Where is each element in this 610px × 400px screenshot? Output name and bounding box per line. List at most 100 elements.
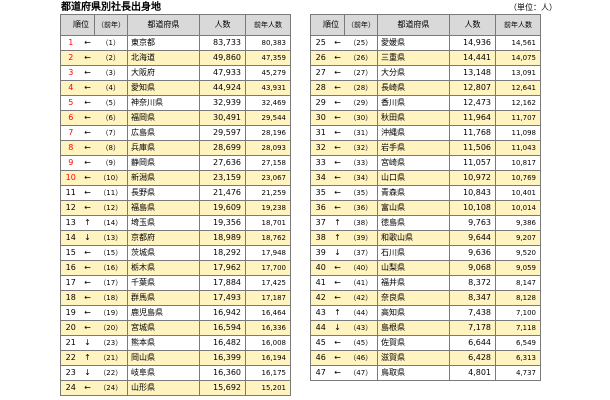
- rank-cell: 41: [310, 275, 331, 291]
- rank-cell: 20: [60, 320, 81, 336]
- prefecture-cell: 静岡県: [127, 155, 200, 171]
- table-row: 13 ↑ （14） 埼玉県 19,356 18,701: [60, 215, 291, 231]
- trend-arrow: ↓: [80, 335, 95, 351]
- prev-rank-cell: （27）: [344, 65, 378, 81]
- trend-arrow: ←: [80, 320, 95, 336]
- prefecture-cell: 大分県: [377, 65, 450, 81]
- trend-arrow: ←: [80, 35, 95, 51]
- prefecture-cell: 滋賀県: [377, 350, 450, 366]
- trend-arrow: ←: [80, 305, 95, 321]
- trend-arrow: ↑: [330, 230, 345, 246]
- count-cell: 17,493: [199, 290, 246, 306]
- count-cell: 17,884: [199, 275, 246, 291]
- prev-rank-cell: （44）: [344, 305, 378, 321]
- count-cell: 12,473: [449, 95, 496, 111]
- rank-cell: 37: [310, 215, 331, 231]
- prev-count-cell: 10,014: [495, 200, 541, 216]
- prefecture-cell: 福島県: [127, 200, 200, 216]
- table-row: 46 ← （46） 滋賀県 6,428 6,313: [310, 350, 541, 366]
- count-cell: 9,068: [449, 260, 496, 276]
- rank-cell: 2: [60, 50, 81, 66]
- count-cell: 6,644: [449, 335, 496, 351]
- unit-label: （単位：人）: [509, 3, 557, 12]
- rank-cell: 31: [310, 125, 331, 141]
- table-row: 14 ↓ （13） 京都府 18,989 18,762: [60, 230, 291, 246]
- rank-cell: 38: [310, 230, 331, 246]
- count-cell: 23,159: [199, 170, 246, 186]
- table-header-row: 順位 （前年） 都道府県 人数 前年人数: [60, 14, 291, 36]
- prev-count-cell: 14,561: [495, 35, 541, 51]
- prefecture-cell: 栃木県: [127, 260, 200, 276]
- prev-count-cell: 21,259: [245, 185, 291, 201]
- rank-cell: 19: [60, 305, 81, 321]
- rank-cell: 25: [310, 35, 331, 51]
- trend-arrow: ←: [80, 110, 95, 126]
- rank-cell: 45: [310, 335, 331, 351]
- table-row: 25 ← （25） 愛媛県 14,936 14,561: [310, 35, 541, 51]
- prefecture-cell: 神奈川県: [127, 95, 200, 111]
- count-cell: 14,441: [449, 50, 496, 66]
- trend-arrow: ←: [80, 170, 95, 186]
- prev-count-cell: 43,931: [245, 80, 291, 96]
- prev-count-cell: 12,641: [495, 80, 541, 96]
- table-row: 1 ← （1） 東京都 83,733 80,383: [60, 35, 291, 51]
- count-cell: 7,178: [449, 320, 496, 336]
- trend-arrow: ←: [80, 260, 95, 276]
- rank-cell: 43: [310, 305, 331, 321]
- prev-count-cell: 19,238: [245, 200, 291, 216]
- trend-arrow: ←: [80, 125, 95, 141]
- count-cell: 18,989: [199, 230, 246, 246]
- rank-cell: 15: [60, 245, 81, 261]
- ranking-table-left: 順位 （前年） 都道府県 人数 前年人数 1 ← （1） 東京都 83,733 80,38…: [60, 14, 291, 396]
- header-prefecture: 都道府県: [377, 14, 450, 36]
- rank-cell: 42: [310, 290, 331, 306]
- count-cell: 10,108: [449, 200, 496, 216]
- prefecture-cell: 茨城県: [127, 245, 200, 261]
- table-row: 21 ↓ （23） 熊本県 16,482 16,008: [60, 335, 291, 351]
- rank-cell: 12: [60, 200, 81, 216]
- prev-count-cell: 11,098: [495, 125, 541, 141]
- rank-cell: 44: [310, 320, 331, 336]
- prev-rank-cell: （43）: [344, 320, 378, 336]
- count-cell: 49,860: [199, 50, 246, 66]
- prev-rank-cell: （39）: [344, 230, 378, 246]
- rank-cell: 5: [60, 95, 81, 111]
- prev-count-cell: 13,091: [495, 65, 541, 81]
- header-prev-count: 前年人数: [245, 14, 291, 36]
- table-row: 33 ← （33） 宮崎県 11,057 10,817: [310, 155, 541, 171]
- count-cell: 9,636: [449, 245, 496, 261]
- trend-arrow: ↓: [330, 320, 345, 336]
- count-cell: 4,801: [449, 365, 496, 381]
- prefecture-cell: 京都府: [127, 230, 200, 246]
- prefecture-cell: 宮城県: [127, 320, 200, 336]
- prefecture-cell: 広島県: [127, 125, 200, 141]
- prev-rank-cell: （3）: [94, 65, 128, 81]
- prev-count-cell: 7,118: [495, 320, 541, 336]
- table-row: 16 ← （16） 栃木県 17,962 17,700: [60, 260, 291, 276]
- prefecture-cell: 鹿児島県: [127, 305, 200, 321]
- table-row: 44 ↓ （43） 島根県 7,178 7,118: [310, 320, 541, 336]
- table-row: 37 ↑ （38） 徳島県 9,763 9,386: [310, 215, 541, 231]
- table-row: 40 ← （40） 山梨県 9,068 9,059: [310, 260, 541, 276]
- prev-count-cell: 17,187: [245, 290, 291, 306]
- prefecture-cell: 山口県: [377, 170, 450, 186]
- table-row: 2 ← （2） 北海道 49,860 47,359: [60, 50, 291, 66]
- prefecture-cell: 熊本県: [127, 335, 200, 351]
- prefecture-cell: 新潟県: [127, 170, 200, 186]
- prefecture-cell: 奈良県: [377, 290, 450, 306]
- table-row: 26 ← （26） 三重県 14,441 14,075: [310, 50, 541, 66]
- prev-rank-cell: （42）: [344, 290, 378, 306]
- header-rank: 順位: [310, 14, 345, 36]
- prev-count-cell: 16,336: [245, 320, 291, 336]
- prev-rank-cell: （6）: [94, 110, 128, 126]
- rank-cell: 18: [60, 290, 81, 306]
- prefecture-cell: 島根県: [377, 320, 450, 336]
- count-cell: 32,939: [199, 95, 246, 111]
- prev-count-cell: 16,008: [245, 335, 291, 351]
- prefecture-cell: 群馬県: [127, 290, 200, 306]
- prefecture-cell: 鳥取県: [377, 365, 450, 381]
- prev-rank-cell: （17）: [94, 275, 128, 291]
- count-cell: 44,924: [199, 80, 246, 96]
- trend-arrow: ←: [330, 140, 345, 156]
- count-cell: 10,843: [449, 185, 496, 201]
